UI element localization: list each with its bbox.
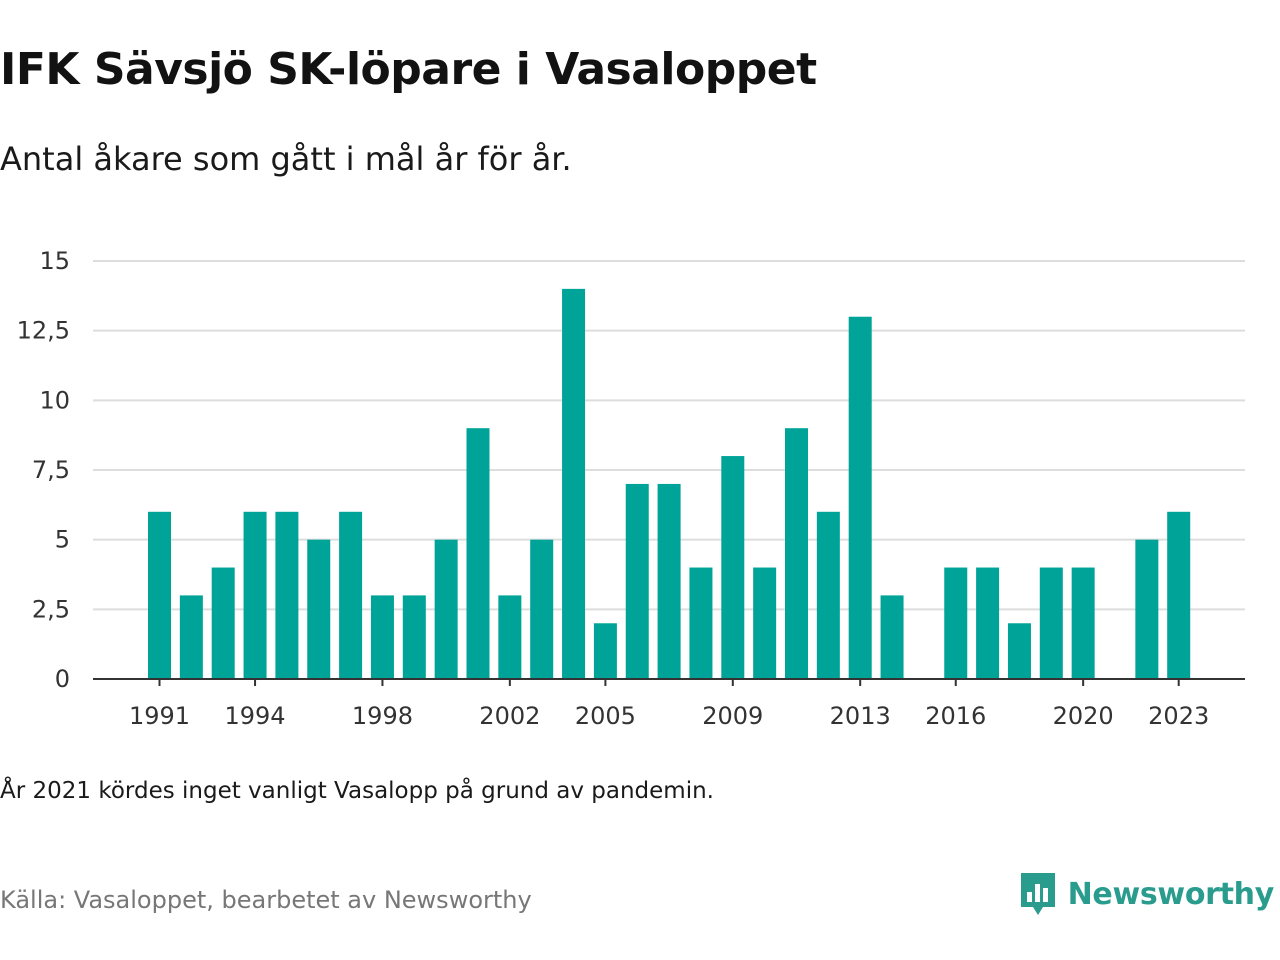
chart-title: IFK Sävsjö SK-löpare i Vasaloppet — [0, 44, 817, 95]
bar-2012 — [816, 511, 840, 679]
bar-2003 — [530, 539, 554, 679]
y-tick-label: 15 — [39, 247, 70, 275]
axes: 0 2,5 5 7,5 10 12,5 15 1991 1994 1998 2002 2005 2009… — [17, 247, 1245, 730]
x-tick-label: 1991 — [129, 702, 190, 730]
y-tick-label: 12,5 — [17, 317, 70, 345]
bar-1997 — [339, 511, 363, 679]
bar-2007 — [657, 483, 681, 679]
brand-logo: Newsworthy — [1018, 870, 1274, 918]
bars — [148, 288, 1191, 679]
x-tick-label: 2016 — [925, 702, 986, 730]
x-tick-label: 1994 — [225, 702, 286, 730]
bar-1991 — [148, 511, 171, 679]
bar-2013 — [848, 316, 872, 679]
x-tick-label: 2013 — [830, 702, 891, 730]
source-credit: Källa: Vasaloppet, bearbetet av Newswort… — [0, 886, 532, 914]
bar-1993 — [211, 567, 235, 679]
bar-2005 — [593, 623, 617, 679]
x-tick-label: 1998 — [352, 702, 413, 730]
bar-2014 — [880, 595, 904, 679]
bar-2017 — [976, 567, 1000, 679]
x-tick-label: 2020 — [1053, 702, 1114, 730]
bar-2016 — [944, 567, 968, 679]
bar-2000 — [434, 539, 458, 679]
bar-2018 — [1007, 623, 1031, 679]
chart-subtitle: Antal åkare som gått i mål år för år. — [0, 140, 572, 178]
bar-2004 — [562, 288, 586, 679]
y-tick-label: 10 — [39, 386, 70, 414]
bar-2006 — [625, 483, 649, 679]
bar-1992 — [179, 595, 203, 679]
bar-chart: 0 2,5 5 7,5 10 12,5 15 1991 1994 1998 2002 2005 2009… — [17, 247, 1245, 730]
y-tick-label: 5 — [55, 526, 70, 554]
bar-2020 — [1071, 567, 1095, 679]
footnote: År 2021 kördes inget vanligt Vasalopp på… — [0, 778, 714, 804]
x-tick-label: 2005 — [575, 702, 636, 730]
bar-1995 — [275, 511, 299, 679]
bar-2022 — [1135, 539, 1159, 679]
bar-2001 — [466, 428, 490, 679]
bar-2008 — [689, 567, 713, 679]
y-tick-label: 0 — [55, 665, 70, 693]
bar-1998 — [370, 595, 394, 679]
bar-2002 — [498, 595, 522, 679]
y-tick-label: 2,5 — [32, 595, 70, 623]
x-tick-label: 2002 — [479, 702, 540, 730]
bar-1994 — [243, 511, 267, 679]
bar-2019 — [1039, 567, 1063, 679]
bar-2011 — [785, 428, 808, 679]
bar-2023 — [1167, 511, 1191, 679]
bar-2009 — [721, 456, 745, 679]
bar-1996 — [307, 539, 331, 679]
brand-name: Newsworthy — [1067, 876, 1275, 912]
bar-1999 — [402, 595, 426, 679]
x-tick-label: 2023 — [1148, 702, 1209, 730]
x-tick-label: 2009 — [702, 702, 763, 730]
y-tick-label: 7,5 — [32, 456, 70, 484]
newsworthy-logo-icon — [1020, 873, 1055, 915]
bar-2010 — [753, 567, 777, 679]
